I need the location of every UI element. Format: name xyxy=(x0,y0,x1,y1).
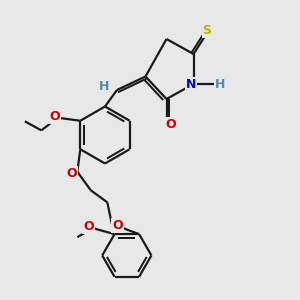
Text: S: S xyxy=(202,24,211,37)
Text: O: O xyxy=(112,219,122,232)
Text: O: O xyxy=(166,118,176,131)
Text: O: O xyxy=(66,167,76,180)
Text: H: H xyxy=(215,77,226,91)
Text: O: O xyxy=(83,220,94,233)
Text: N: N xyxy=(186,77,196,91)
Text: H: H xyxy=(99,80,110,94)
Text: O: O xyxy=(49,110,59,123)
